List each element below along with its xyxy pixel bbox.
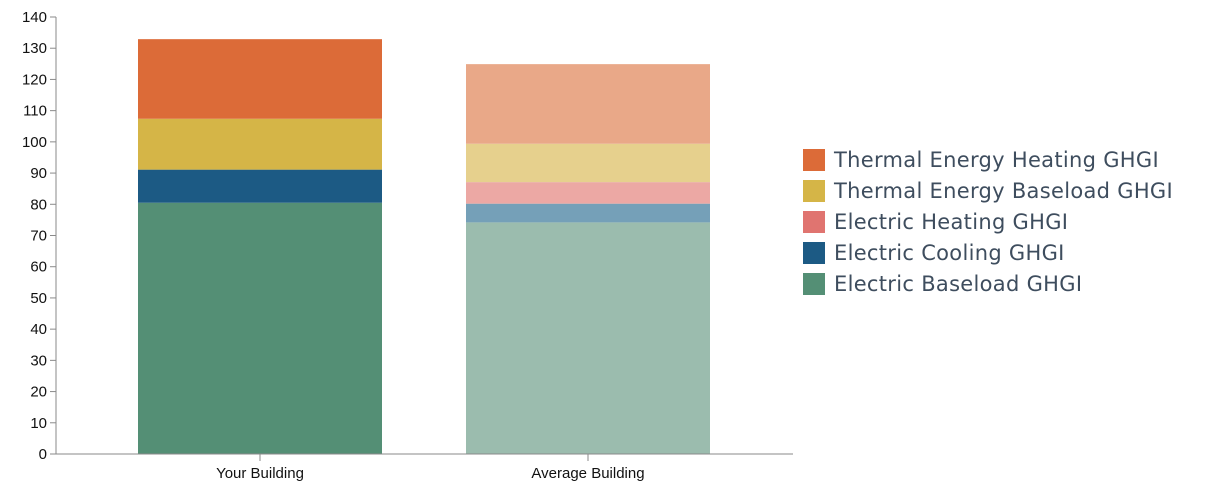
y-tick-label: 40 (30, 321, 47, 338)
y-tick-label: 140 (22, 9, 47, 26)
legend-item-thermal-energy-heating-ghgi: Thermal Energy Heating GHGI (803, 148, 1159, 172)
legend-label: Thermal Energy Heating GHGI (833, 148, 1159, 172)
x-tick-label: Average Building (531, 465, 644, 482)
y-axis: 0 10 20 30 40 50 60 70 80 90 100 110 120 130 140 (22, 9, 57, 463)
bar-segment-thermal-energy-heating-ghgi (466, 64, 710, 144)
legend-item-electric-baseload-ghgi: Electric Baseload GHGI (803, 272, 1082, 296)
legend-swatch (803, 211, 825, 233)
bar-segment-thermal-energy-baseload-ghgi (466, 143, 710, 183)
y-tick-label: 10 (30, 415, 47, 432)
x-axis: Your Building Average Building (56, 453, 793, 482)
y-tick-label: 30 (30, 352, 47, 369)
legend-item-electric-cooling-ghgi: Electric Cooling GHGI (803, 241, 1065, 265)
bar-segment-thermal-energy-heating-ghgi (138, 39, 382, 119)
y-tick-label: 20 (30, 384, 47, 401)
y-tick-label: 60 (30, 259, 47, 276)
y-tick-label: 90 (30, 165, 47, 182)
legend-swatch (803, 180, 825, 202)
bar-segment-electric-baseload-ghgi (466, 222, 710, 454)
legend-swatch (803, 149, 825, 171)
y-tick-label: 120 (22, 71, 47, 88)
y-tick-label: 50 (30, 290, 47, 307)
legend-label: Electric Heating GHGI (834, 210, 1068, 234)
bar-segment-electric-cooling-ghgi (138, 169, 382, 203)
bar-segment-electric-heating-ghgi (466, 182, 710, 204)
legend-label: Electric Baseload GHGI (834, 272, 1082, 296)
legend: Thermal Energy Heating GHGI Thermal Energ… (803, 148, 1173, 296)
bar-segment-thermal-energy-baseload-ghgi (138, 118, 382, 170)
bar-stack-your-building (138, 39, 382, 454)
y-tick-label: 0 (39, 446, 47, 463)
y-tick-label: 70 (30, 228, 47, 245)
bar-stack-average-building (466, 64, 710, 454)
legend-label: Electric Cooling GHGI (834, 241, 1065, 265)
legend-item-electric-heating-ghgi: Electric Heating GHGI (803, 210, 1068, 234)
bar-segment-electric-baseload-ghgi (138, 202, 382, 454)
legend-swatch (803, 273, 825, 295)
y-tick-label: 100 (22, 134, 47, 151)
bars (138, 39, 710, 454)
bar-segment-electric-cooling-ghgi (466, 203, 710, 223)
legend-swatch (803, 242, 825, 264)
y-tick-label: 80 (30, 196, 47, 213)
legend-item-thermal-energy-baseload-ghgi: Thermal Energy Baseload GHGI (803, 179, 1173, 203)
y-tick-label: 130 (22, 40, 47, 57)
legend-label: Thermal Energy Baseload GHGI (833, 179, 1173, 203)
y-tick-label: 110 (23, 103, 47, 120)
x-tick-label: Your Building (216, 465, 304, 482)
